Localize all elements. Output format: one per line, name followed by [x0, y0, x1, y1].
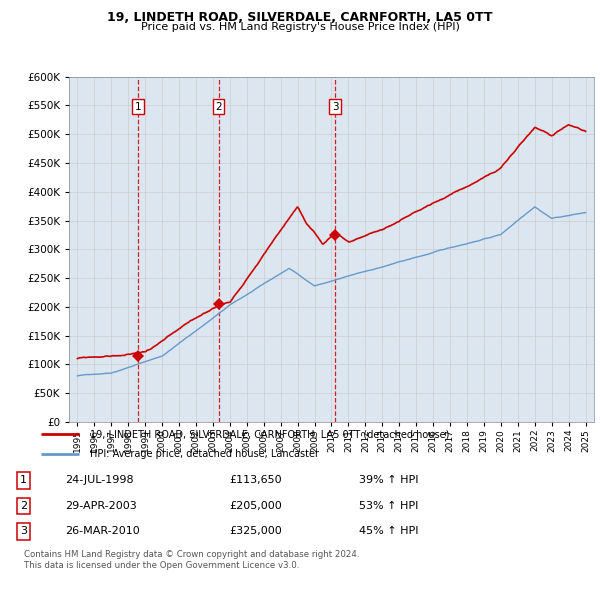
Text: 29-APR-2003: 29-APR-2003	[65, 501, 137, 511]
Text: This data is licensed under the Open Government Licence v3.0.: This data is licensed under the Open Gov…	[24, 560, 299, 569]
Text: 19, LINDETH ROAD, SILVERDALE, CARNFORTH, LA5 0TT (detached house): 19, LINDETH ROAD, SILVERDALE, CARNFORTH,…	[90, 430, 449, 440]
Text: 1: 1	[20, 476, 27, 486]
Text: 26-MAR-2010: 26-MAR-2010	[65, 526, 140, 536]
Text: Price paid vs. HM Land Registry's House Price Index (HPI): Price paid vs. HM Land Registry's House …	[140, 22, 460, 32]
Text: £205,000: £205,000	[229, 501, 282, 511]
Text: 2: 2	[215, 101, 222, 112]
Text: 3: 3	[332, 101, 339, 112]
Text: 19, LINDETH ROAD, SILVERDALE, CARNFORTH, LA5 0TT: 19, LINDETH ROAD, SILVERDALE, CARNFORTH,…	[107, 11, 493, 24]
Text: 3: 3	[20, 526, 27, 536]
Text: £113,650: £113,650	[229, 476, 282, 486]
Text: 24-JUL-1998: 24-JUL-1998	[65, 476, 133, 486]
Text: 45% ↑ HPI: 45% ↑ HPI	[359, 526, 418, 536]
Text: HPI: Average price, detached house, Lancaster: HPI: Average price, detached house, Lanc…	[90, 448, 319, 458]
Text: Contains HM Land Registry data © Crown copyright and database right 2024.: Contains HM Land Registry data © Crown c…	[24, 550, 359, 559]
Text: 1: 1	[134, 101, 141, 112]
Text: 39% ↑ HPI: 39% ↑ HPI	[359, 476, 418, 486]
Text: 53% ↑ HPI: 53% ↑ HPI	[359, 501, 418, 511]
Text: 2: 2	[20, 501, 27, 511]
Text: £325,000: £325,000	[229, 526, 282, 536]
